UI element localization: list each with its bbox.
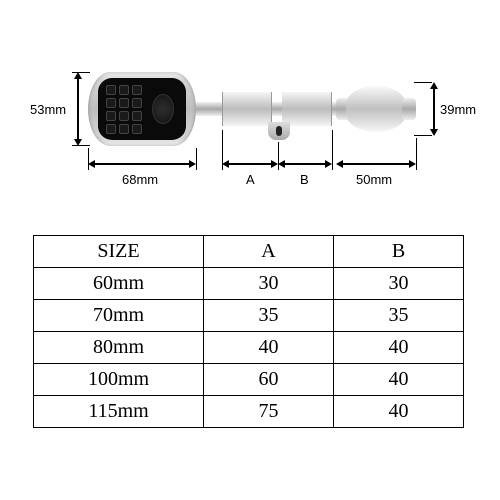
- keypad-icon: [106, 85, 142, 134]
- cylinder-segment-b: [282, 92, 332, 126]
- cylinder-segment-a: [222, 92, 272, 126]
- size-table: SIZE A B 60mm 30 30 70mm 35 35 80mm 40 4…: [33, 235, 464, 428]
- table-row: 70mm 35 35: [34, 300, 464, 332]
- dim-arrow-b: [278, 158, 332, 170]
- label-seg-a: A: [246, 172, 255, 187]
- lock-diagram: 53mm 39mm 68mm A B 50mm: [30, 30, 470, 200]
- label-seg-b: B: [300, 172, 309, 187]
- table-body: 60mm 30 30 70mm 35 35 80mm 40 40 100mm 6…: [34, 268, 464, 428]
- table-header-row: SIZE A B: [34, 236, 464, 268]
- dim-arrow-knob-width: [336, 158, 416, 170]
- dim-arrow-a: [222, 158, 278, 170]
- lock-head: [88, 72, 196, 146]
- label-head-width: 68mm: [122, 172, 158, 187]
- table-row: 60mm 30 30: [34, 268, 464, 300]
- dim-arrow-knob-height: [428, 82, 440, 136]
- table-row: 100mm 60 40: [34, 364, 464, 396]
- lock-face: [98, 78, 186, 140]
- col-b: B: [334, 236, 464, 268]
- table-row: 115mm 75 40: [34, 396, 464, 428]
- label-knob-height: 39mm: [440, 102, 476, 117]
- label-knob-width: 50mm: [356, 172, 392, 187]
- knob: [336, 82, 416, 136]
- col-size: SIZE: [34, 236, 204, 268]
- table-row: 80mm 40 40: [34, 332, 464, 364]
- dim-arrow-head-width: [88, 158, 196, 170]
- col-a: A: [204, 236, 334, 268]
- fingerprint-icon: [152, 94, 174, 124]
- dim-arrow-head-height: [72, 72, 84, 146]
- label-head-height: 53mm: [30, 102, 66, 117]
- keyhole-icon: [276, 126, 282, 136]
